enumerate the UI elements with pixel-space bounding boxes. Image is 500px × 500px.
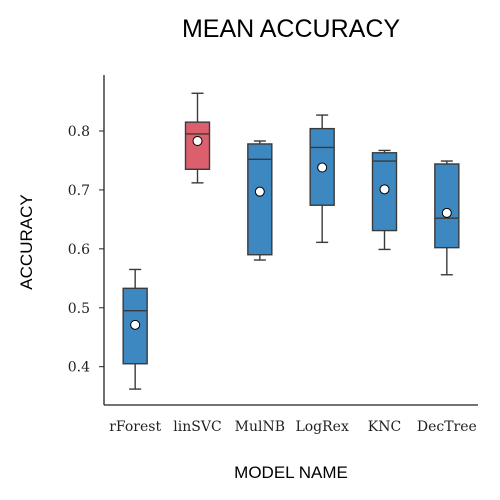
x-tick-label: KNC [368, 419, 401, 435]
iqr-box [434, 163, 460, 249]
box-LogRex [309, 114, 335, 244]
x-tick-label: DecTree [417, 419, 477, 435]
y-tick-label: 0.4 [68, 360, 90, 376]
y-axis-ticks: 0.4 0.5 0.6 0.7 0.8 [68, 124, 104, 376]
mean-marker [441, 207, 452, 218]
x-tick-label: MulNB [235, 419, 285, 435]
y-tick-label: 0.6 [68, 242, 90, 258]
y-axis-title: ACCURACY [17, 194, 36, 289]
box-rForest [122, 268, 148, 390]
y-tick-label: 0.8 [68, 124, 90, 140]
mean-marker [379, 184, 390, 195]
x-tick-label: linSVC [173, 419, 221, 435]
x-tick-label: LogRex [295, 419, 349, 435]
iqr-box [247, 143, 273, 256]
box-DecTree [434, 160, 460, 276]
y-tick-label: 0.7 [68, 183, 90, 199]
y-tick-label: 0.5 [68, 301, 90, 317]
chart-title: MEAN ACCURACY [182, 15, 400, 43]
mean-marker [192, 136, 203, 146]
mean-marker [317, 162, 328, 173]
box-linSVC [184, 92, 211, 184]
x-axis-ticks: rForest linSVC MulNB LogRex KNC DecTree [109, 419, 477, 435]
x-axis-title: MODEL NAME [234, 463, 348, 482]
x-tick-label: rForest [109, 419, 161, 435]
box-MulNB [247, 140, 273, 261]
box-KNC [371, 149, 398, 251]
box-series [122, 92, 460, 390]
mean-marker [130, 319, 141, 330]
mean-marker [254, 186, 265, 197]
